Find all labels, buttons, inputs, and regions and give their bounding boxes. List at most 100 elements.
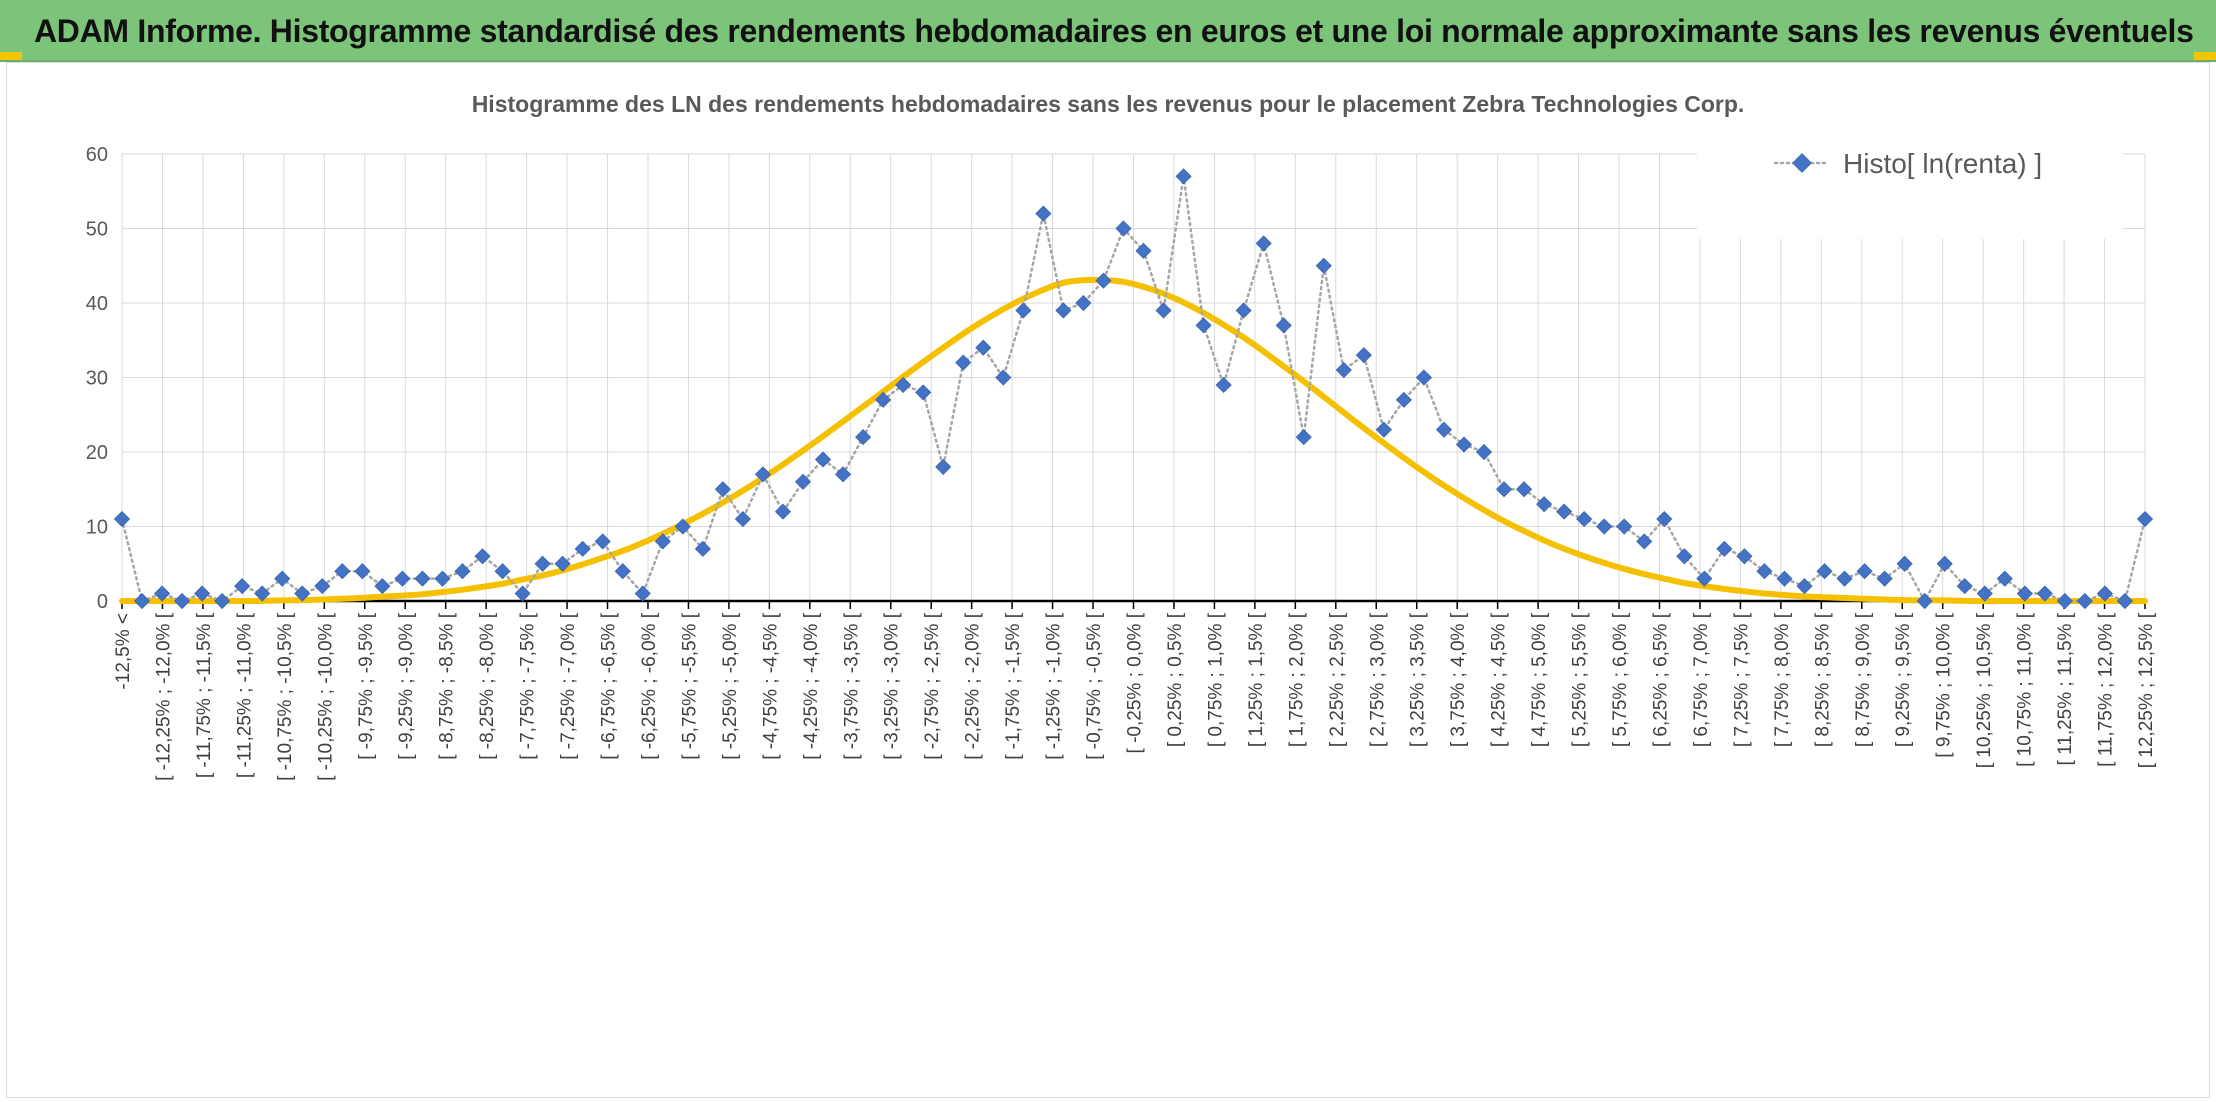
histogram-point: [855, 429, 872, 446]
histogram-point: [1716, 540, 1733, 557]
histogram-point: [1475, 443, 1493, 461]
x-tick-label: [ -2,25% ; -2,0% [: [963, 612, 984, 760]
histogram-point: [875, 391, 892, 408]
x-tick-label: [ 11,25% ; 11,5% [: [2055, 612, 2076, 765]
x-tick-label: [ 6,25% ; 6,5% [: [1650, 612, 1671, 747]
histogram-point: [1956, 578, 1973, 595]
histogram-point: [254, 585, 271, 602]
histogram-point: [895, 376, 912, 394]
histogram-point: [494, 563, 511, 580]
histogram-point: [234, 578, 251, 595]
y-tick-label: 0: [97, 591, 108, 613]
histogram-point: [1996, 570, 2013, 587]
histogram-point: [1736, 548, 1753, 565]
x-tick-label: [ 8,25% ; 8,5% [: [1812, 612, 1833, 747]
x-tick-label: [ 4,25% ; 4,5% [: [1489, 612, 1510, 747]
histogram-point: [2136, 510, 2154, 528]
x-tick-label: [ 7,75% ; 8,0% [: [1772, 612, 1793, 747]
histogram-point: [113, 510, 131, 528]
histogram-point: [1115, 220, 1132, 237]
histogram-point: [594, 533, 611, 550]
x-tick-label: [ 3,75% ; 4,0% [: [1448, 612, 1469, 747]
x-tick-label: [ 2,25% ; 2,5% [: [1327, 612, 1348, 747]
header-banner: ADAM Informe. Histogramme standardisé de…: [0, 0, 2216, 62]
y-tick-label: 60: [86, 144, 108, 166]
histogram-point: [1836, 570, 1853, 587]
x-tick-label: [ 9,25% ; 9,5% [: [1893, 612, 1914, 747]
histogram-point: [1255, 235, 1272, 252]
x-tick-label: [ 6,75% ; 7,0% [: [1691, 612, 1712, 747]
histogram-point: [454, 563, 471, 580]
histogram-point: [1455, 436, 1473, 453]
histogram-point: [2096, 585, 2114, 602]
histogram-point: [1015, 302, 1032, 319]
x-tick-label: [ -9,75% ; -9,5% [: [356, 612, 377, 760]
histogram-point: [1856, 563, 1873, 580]
histogram-point: [474, 548, 491, 565]
histogram-point: [1275, 317, 1292, 334]
histogram-point: [1295, 429, 1312, 446]
histogram-point: [133, 592, 151, 610]
histogram-point: [1175, 168, 1192, 185]
histogram-point: [1215, 376, 1232, 394]
histogram-point: [514, 585, 531, 602]
histogram-point: [734, 510, 751, 528]
histogram-point: [614, 563, 631, 580]
y-tick-label: 40: [86, 293, 108, 315]
histogram-point: [2116, 592, 2134, 610]
histogram-point: [995, 369, 1012, 386]
chart-legend: Histo[ ln(renta) ]: [1697, 131, 2123, 239]
x-tick-label: [ -6,25% ; -6,0% [: [639, 612, 660, 760]
histogram-point: [1536, 496, 1553, 513]
histogram-point: [1375, 421, 1392, 438]
histogram-point: [574, 540, 591, 557]
x-tick-label: [ -3,25% ; -3,0% [: [882, 612, 903, 760]
x-axis: -12,5% < [ -12,25% ; -12,0% [[ -11,75% ; …: [113, 599, 2157, 781]
x-tick-label: [ -9,25% ; -9,0% [: [396, 612, 417, 760]
histogram-point: [754, 466, 772, 483]
histogram-point: [1315, 257, 1332, 274]
x-tick-label: [ 1,25% ; 1,5% [: [1246, 612, 1267, 747]
x-tick-label: [ -6,75% ; -6,5% [: [599, 612, 620, 760]
histogram-point: [975, 339, 992, 356]
legend-background: [1697, 131, 2123, 239]
histogram-point: [674, 518, 691, 535]
x-tick-label: [ -1,25% ; -1,0% [: [1044, 612, 1065, 760]
page-title: ADAM Informe. Histogramme standardisé de…: [34, 13, 2194, 49]
histogram-point: [554, 555, 571, 572]
histogram-point: [214, 592, 231, 610]
x-tick-label: [ -2,75% ; -2,5% [: [922, 612, 943, 760]
histogram-point: [714, 481, 731, 498]
series-layer: [113, 168, 2154, 610]
x-tick-label: [ -8,75% ; -8,5% [: [437, 612, 458, 760]
banner-accent-left: [0, 52, 22, 60]
histogram-point: [414, 570, 431, 587]
x-tick-label: [ 5,75% ; 6,0% [: [1610, 612, 1631, 747]
x-tick-label: [ -3,75% ; -3,5% [: [841, 612, 862, 760]
histogram-point: [1556, 503, 1573, 520]
histogram-point: [1355, 347, 1372, 364]
histogram-point: [1435, 421, 1453, 438]
histogram-point: [1516, 481, 1533, 498]
x-tick-label: [ -7,25% ; -7,0% [: [558, 612, 579, 760]
histogram-point: [1035, 205, 1052, 222]
histogram-point: [1075, 294, 1092, 312]
legend-label: Histo[ ln(renta) ]: [1843, 148, 2042, 179]
x-tick-label: [ 10,25% ; 10,5% [: [1974, 612, 1995, 768]
histogram-point: [274, 570, 291, 587]
x-tick-label: [ -11,75% ; -11,5% [: [194, 612, 215, 778]
banner-accent-right: [2194, 52, 2216, 60]
histogram-point: [1095, 272, 1112, 289]
y-tick-label: 30: [86, 368, 108, 390]
x-tick-label: [ 7,25% ; 7,5% [: [1731, 612, 1752, 747]
x-tick-label: [ -7,75% ; -7,5% [: [518, 612, 539, 760]
histogram-point: [1335, 361, 1352, 379]
histogram-point: [2076, 592, 2093, 610]
histogram-point: [294, 585, 311, 602]
histogram-point: [334, 563, 351, 580]
histogram-point: [1055, 302, 1072, 319]
histogram-point: [534, 555, 551, 572]
x-tick-label: [ 2,75% ; 3,0% [: [1367, 612, 1388, 747]
histogram-point: [1135, 242, 1152, 259]
histogram-point: [1596, 518, 1613, 535]
